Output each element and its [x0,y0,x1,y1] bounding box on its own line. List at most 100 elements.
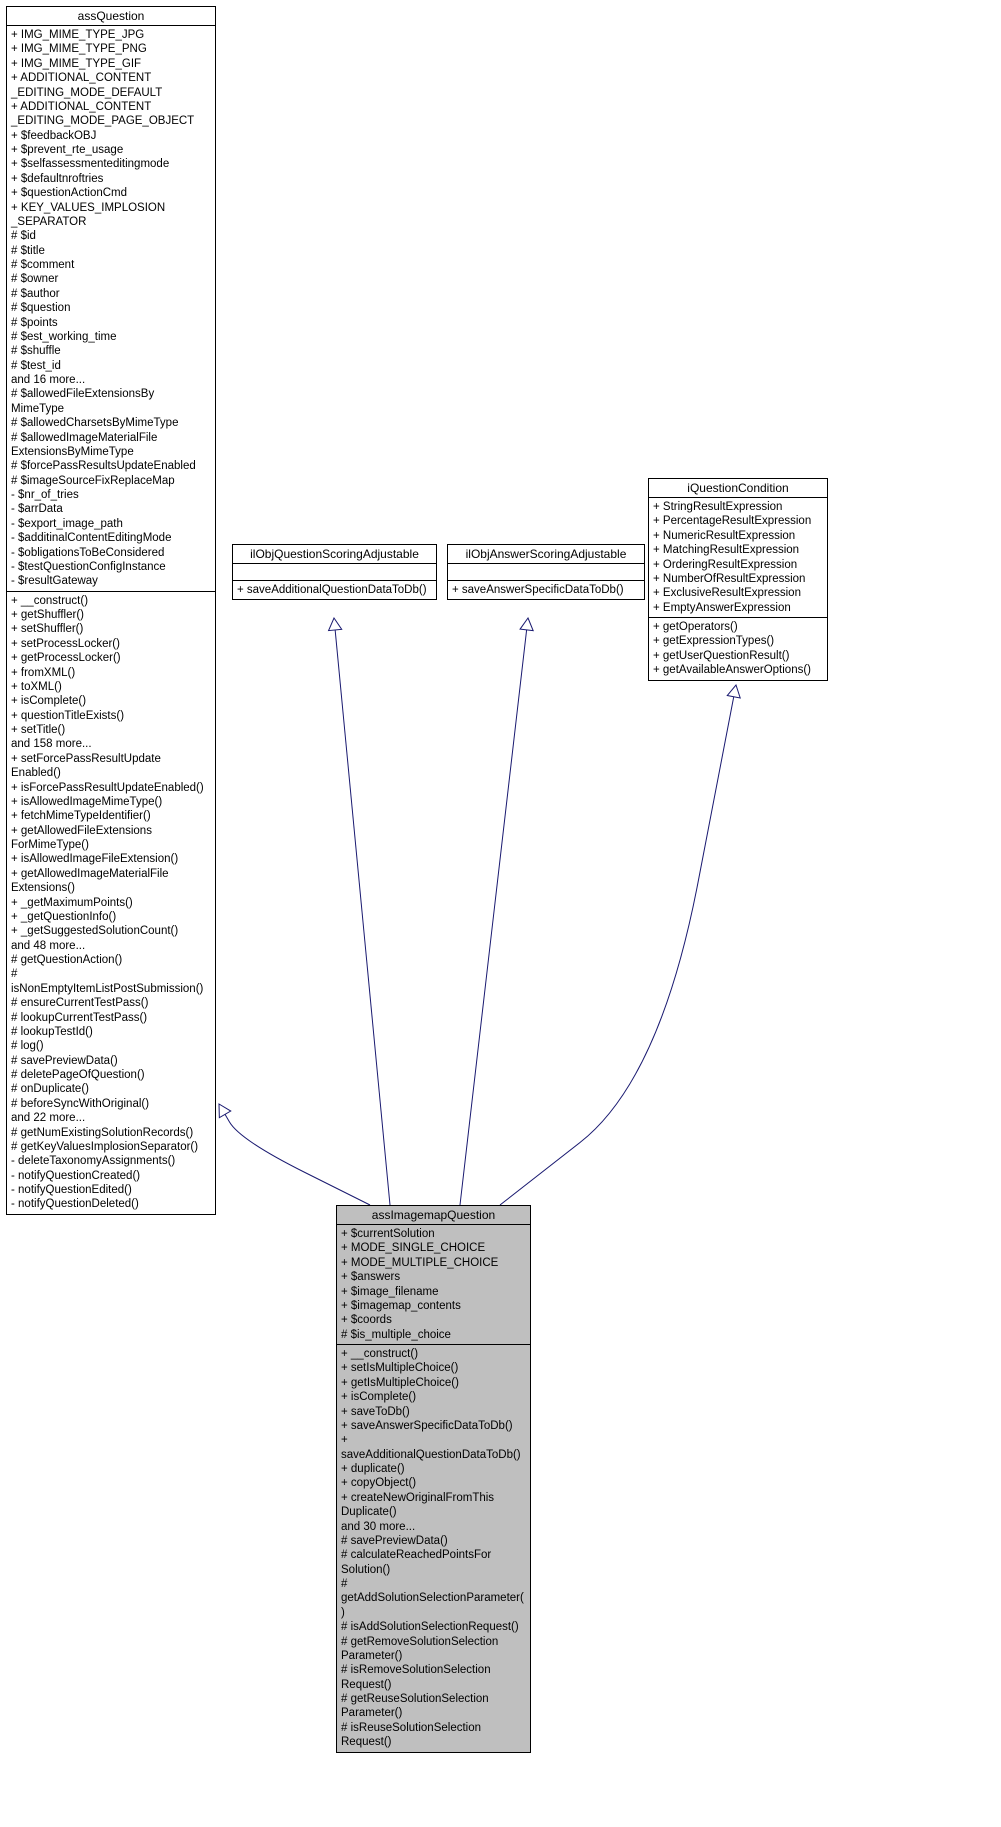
uml-member: + copyObject() [341,1476,526,1490]
uml-member: + isAllowedImageMimeType() [11,795,211,809]
uml-member: # lookupCurrentTestPass() [11,1011,211,1025]
uml-member: + $imagemap_contents [341,1299,526,1313]
uml-member: # $allowedFileExtensionsBy [11,387,211,401]
uml-member: # $allowedImageMaterialFile [11,431,211,445]
uml-member: ExtensionsByMimeType [11,445,211,459]
uml-class-ilObjAnswerScoringAdjustable: ilObjAnswerScoringAdjustable + saveAnswer… [447,544,645,600]
uml-member: # getKeyValuesImplosionSeparator() [11,1140,211,1154]
uml-member: # isNonEmptyItemListPostSubmission() [11,967,211,996]
uml-member: + _getSuggestedSolutionCount() [11,924,211,938]
uml-member: + $questionActionCmd [11,186,211,200]
uml-member: + getOperators() [653,620,823,634]
uml-member: # $is_multiple_choice [341,1328,526,1342]
uml-member: # lookupTestId() [11,1025,211,1039]
uml-member: - $additinalContentEditingMode [11,531,211,545]
uml-member: + saveToDb() [341,1405,526,1419]
uml-member: # isReuseSolutionSelection [341,1721,526,1735]
uml-member: # isAddSolutionSelectionRequest() [341,1620,526,1634]
uml-member: # $test_id [11,359,211,373]
uml-member: # savePreviewData() [341,1534,526,1548]
uml-member: + getAvailableAnswerOptions() [653,663,823,677]
uml-member: _EDITING_MODE_DEFAULT [11,86,211,100]
uml-member: + OrderingResultExpression [653,558,823,572]
uml-member: - notifyQuestionDeleted() [11,1197,211,1211]
uml-member: + getExpressionTypes() [653,634,823,648]
uml-member: # $forcePassResultsUpdateEnabled [11,459,211,473]
uml-member: # ensureCurrentTestPass() [11,996,211,1010]
uml-title: ilObjAnswerScoringAdjustable [448,545,644,564]
inheritance-edge [460,618,528,1205]
uml-member: + MatchingResultExpression [653,543,823,557]
uml-member: + EmptyAnswerExpression [653,601,823,615]
inheritance-edge [219,1104,370,1205]
uml-member: + getAllowedFileExtensions [11,824,211,838]
uml-section: + saveAdditionalQuestionDataToDb() [233,581,436,599]
uml-title: iQuestionCondition [649,479,827,498]
inheritance-edge [500,685,736,1205]
uml-member: Request() [341,1678,526,1692]
uml-section: + $currentSolution+ MODE_SINGLE_CHOICE+ … [337,1225,530,1345]
uml-member: - deleteTaxonomyAssignments() [11,1154,211,1168]
uml-member: Extensions() [11,881,211,895]
uml-member: + $currentSolution [341,1227,526,1241]
uml-class-iQuestionCondition: iQuestionCondition + StringResultExpressi… [648,478,828,681]
uml-member: + IMG_MIME_TYPE_JPG [11,28,211,42]
uml-member: # savePreviewData() [11,1054,211,1068]
uml-member: + getShuffler() [11,608,211,622]
uml-member: - $testQuestionConfigInstance [11,560,211,574]
uml-member: ForMimeType() [11,838,211,852]
uml-section: + saveAnswerSpecificDataToDb() [448,581,644,599]
uml-member: + getUserQuestionResult() [653,649,823,663]
uml-member: Enabled() [11,766,211,780]
uml-title: ilObjQuestionScoringAdjustable [233,545,436,564]
uml-member: # $owner [11,272,211,286]
uml-member: + saveAnswerSpecificDataToDb() [452,583,640,597]
uml-member: Duplicate() [341,1505,526,1519]
uml-member: + $selfassessmenteditingmode [11,157,211,171]
uml-member: # isRemoveSolutionSelection [341,1663,526,1677]
uml-member: + IMG_MIME_TYPE_PNG [11,42,211,56]
uml-member: and 48 more... [11,939,211,953]
uml-member: + __construct() [11,594,211,608]
uml-section [448,564,644,581]
uml-member: + PercentageResultExpression [653,514,823,528]
uml-member: # getReuseSolutionSelection [341,1692,526,1706]
uml-member: + MODE_SINGLE_CHOICE [341,1241,526,1255]
uml-member: + MODE_MULTIPLE_CHOICE [341,1256,526,1270]
hollow-arrowhead-icon [329,618,342,631]
uml-member: + isComplete() [341,1390,526,1404]
uml-section: + __construct()+ setIsMultipleChoice()+ … [337,1345,530,1752]
uml-member: # $comment [11,258,211,272]
uml-member: + StringResultExpression [653,500,823,514]
uml-member: _EDITING_MODE_PAGE_OBJECT [11,114,211,128]
uml-member: + setForcePassResultUpdate [11,752,211,766]
uml-member: + IMG_MIME_TYPE_GIF [11,57,211,71]
uml-member: Solution() [341,1563,526,1577]
uml-member: - $export_image_path [11,517,211,531]
uml-member: + $coords [341,1313,526,1327]
uml-member: Request() [341,1735,526,1749]
uml-member: - $arrData [11,502,211,516]
uml-member: # getRemoveSolutionSelection [341,1635,526,1649]
uml-section: + IMG_MIME_TYPE_JPG+ IMG_MIME_TYPE_PNG+ … [7,26,215,592]
uml-member: + ADDITIONAL_CONTENT [11,100,211,114]
uml-member: + saveAdditionalQuestionDataToDb() [237,583,432,597]
uml-member: + NumericResultExpression [653,529,823,543]
uml-member: + ADDITIONAL_CONTENT [11,71,211,85]
uml-member: + isComplete() [11,694,211,708]
uml-member: # calculateReachedPointsFor [341,1548,526,1562]
uml-section: + __construct()+ getShuffler()+ setShuff… [7,592,215,1214]
uml-member: + questionTitleExists() [11,709,211,723]
uml-member: + fromXML() [11,666,211,680]
uml-member: and 22 more... [11,1111,211,1125]
uml-member: + getAllowedImageMaterialFile [11,867,211,881]
uml-member: + getProcessLocker() [11,651,211,665]
uml-member: # onDuplicate() [11,1082,211,1096]
uml-member: # $est_working_time [11,330,211,344]
uml-member: + duplicate() [341,1462,526,1476]
uml-member: # beforeSyncWithOriginal() [11,1097,211,1111]
uml-member: + KEY_VALUES_IMPLOSION [11,201,211,215]
uml-member: + setProcessLocker() [11,637,211,651]
hollow-arrowhead-icon [520,618,533,631]
uml-member: + $image_filename [341,1285,526,1299]
